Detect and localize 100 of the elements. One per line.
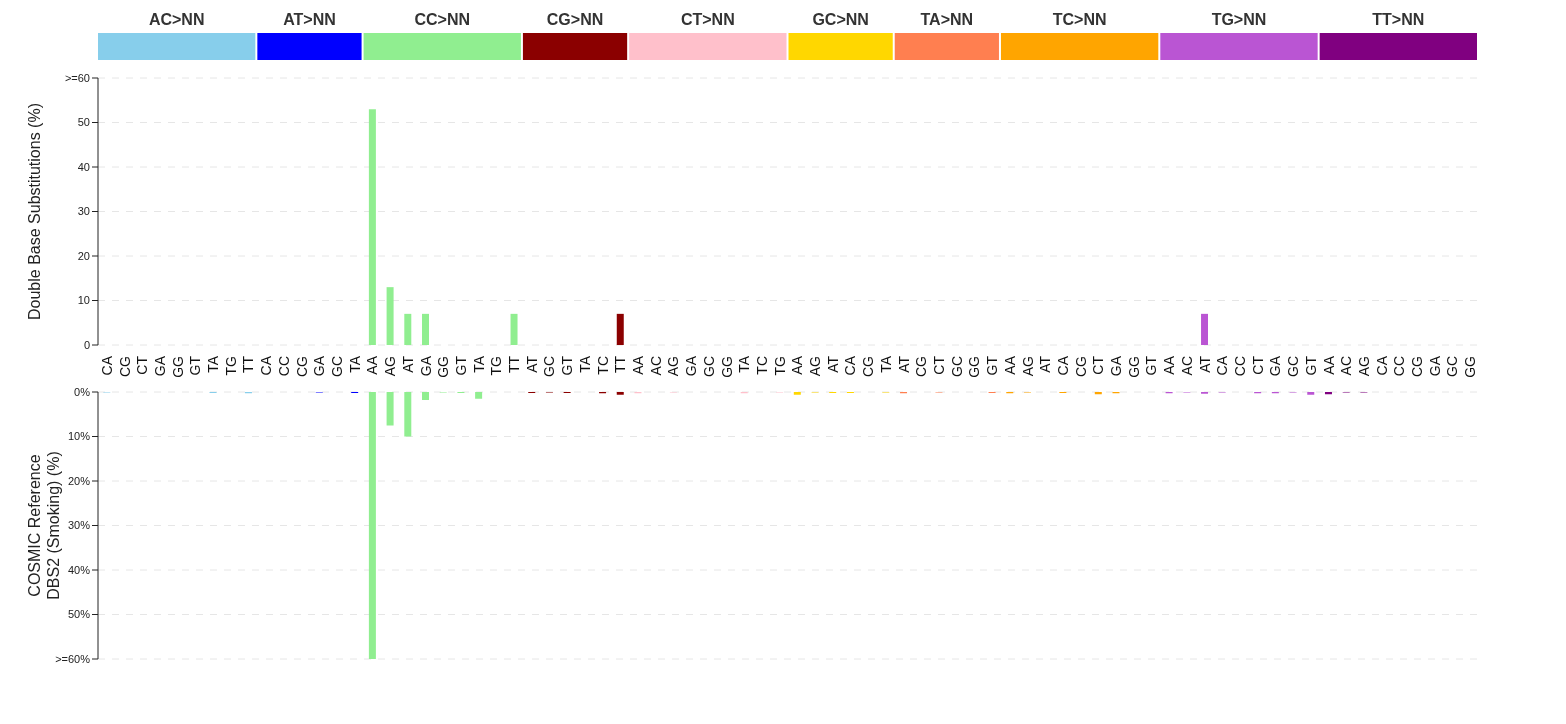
x-tick-label: CG	[293, 356, 310, 377]
text: AT>NN	[282, 10, 337, 30]
x-tick-label: AA	[1161, 355, 1178, 375]
x-tick-label: AT	[1037, 355, 1054, 373]
x-tick-label: AT	[399, 355, 416, 373]
x-tick-label: CA	[98, 355, 115, 376]
x-tick-label: TA	[205, 355, 222, 373]
x-tick-label: CA	[1373, 355, 1390, 376]
bar	[510, 313, 518, 345]
y-tick-label: 20%	[67, 474, 91, 487]
bar	[422, 313, 429, 345]
x-tick-label: CT	[134, 355, 151, 375]
text: CG>NN	[545, 10, 605, 30]
x-tick-label: GC	[541, 356, 558, 377]
x-tick-label: AA	[1320, 355, 1337, 375]
x-tick-label: AG	[382, 356, 399, 377]
x-tick-label: GT	[1302, 355, 1319, 376]
x-tick-label: GA	[1267, 355, 1284, 377]
x-tick-label: AC	[1178, 356, 1195, 376]
x-tick-label: GG	[718, 356, 735, 378]
y-tick-label: 0	[83, 338, 90, 351]
x-tick-label: AG	[665, 356, 682, 377]
x-tick-label: CC	[1231, 356, 1248, 377]
x-tick-label: TA	[877, 355, 894, 373]
x-tick-label: AA	[364, 355, 381, 375]
x-tick-label: GG	[966, 356, 983, 378]
x-tick-label: GG	[1125, 356, 1142, 378]
x-tick-label: TA	[470, 355, 487, 373]
x-tick-label: AG	[1019, 356, 1036, 377]
x-tick-label: GG	[169, 356, 186, 378]
x-tick-label: CG	[116, 356, 133, 377]
bar	[404, 392, 412, 437]
bar	[793, 392, 801, 395]
x-tick-label: GT	[187, 355, 204, 376]
x-tick-label: CG	[1072, 356, 1089, 377]
x-tick-label: TA	[576, 355, 593, 373]
x-tick-label: AA	[789, 355, 806, 375]
x-tick-label: GC	[1444, 356, 1461, 377]
x-tick-label: GT	[1143, 355, 1160, 376]
bar	[386, 287, 394, 345]
x-tick-label: TC	[594, 356, 611, 375]
bar	[368, 109, 376, 345]
x-tick-label: CA	[842, 355, 859, 376]
bar	[422, 392, 429, 401]
x-tick-label: GC	[329, 356, 346, 377]
x-tick-label: AG	[1355, 356, 1372, 377]
x-tick-label: CA	[1054, 355, 1071, 376]
text: TC>NN	[1051, 10, 1108, 30]
bar	[616, 392, 624, 395]
text: TT>NN	[1371, 10, 1426, 30]
x-tick-label: GA	[311, 355, 328, 377]
y-tick-label: 50	[77, 116, 90, 129]
x-tick-label: TA	[736, 355, 753, 373]
x-tick-label: CA	[1214, 355, 1231, 376]
y-axis-title: Double Base Substitutions (%)	[26, 103, 43, 320]
x-tick-label: AC	[1338, 356, 1355, 376]
x-tick-label: GA	[683, 355, 700, 377]
x-tick-label: TC	[753, 356, 770, 375]
x-tick-label: AT	[523, 355, 540, 373]
x-tick-label: CT	[1249, 355, 1266, 375]
x-tick-label: TT	[612, 355, 629, 374]
y-tick-label: 20	[77, 249, 90, 262]
text: CT>NN	[679, 10, 736, 30]
x-tick-label: TG	[488, 356, 505, 376]
x-tick-label: GA	[1108, 355, 1125, 377]
x-tick-label: TA	[346, 355, 363, 373]
x-tick-label: CA	[258, 355, 275, 376]
text: TG>NN	[1210, 10, 1268, 30]
bar	[386, 392, 394, 426]
bar	[1307, 392, 1315, 395]
bar	[616, 313, 624, 345]
text: GC>NN	[811, 10, 870, 30]
y-tick-label: 40	[77, 160, 90, 173]
x-tick-label: GT	[452, 355, 469, 376]
y-tick-label: 30	[77, 205, 90, 218]
x-tick-label: GC	[1285, 356, 1302, 377]
text: TA>NN	[919, 10, 975, 30]
x-tick-label: TG	[222, 356, 239, 376]
y-tick-label: 30%	[67, 519, 91, 532]
y-tick-label: 0%	[74, 385, 91, 398]
x-tick-label: CG	[860, 356, 877, 377]
x-tick-label: GC	[700, 356, 717, 377]
x-tick-label: CT	[1090, 355, 1107, 375]
y-tick-label: 40%	[67, 563, 91, 576]
bar	[475, 392, 483, 399]
bar	[404, 313, 412, 345]
x-tick-label: GA	[1426, 355, 1443, 377]
x-tick-label: CC	[275, 356, 292, 377]
bar	[368, 392, 376, 659]
x-tick-label: GC	[948, 356, 965, 377]
x-tick-label: TG	[771, 356, 788, 376]
x-tick-label: GG	[435, 356, 452, 378]
y-tick-label: 50%	[67, 608, 91, 621]
x-tick-label: CG	[1409, 356, 1426, 377]
x-tick-label: AA	[630, 355, 647, 375]
x-tick-label: AT	[895, 355, 912, 373]
x-tick-label: TT	[240, 355, 257, 374]
x-tick-label: GA	[151, 355, 168, 377]
x-tick-label: AT	[824, 355, 841, 373]
x-tick-label: TT	[506, 355, 523, 374]
